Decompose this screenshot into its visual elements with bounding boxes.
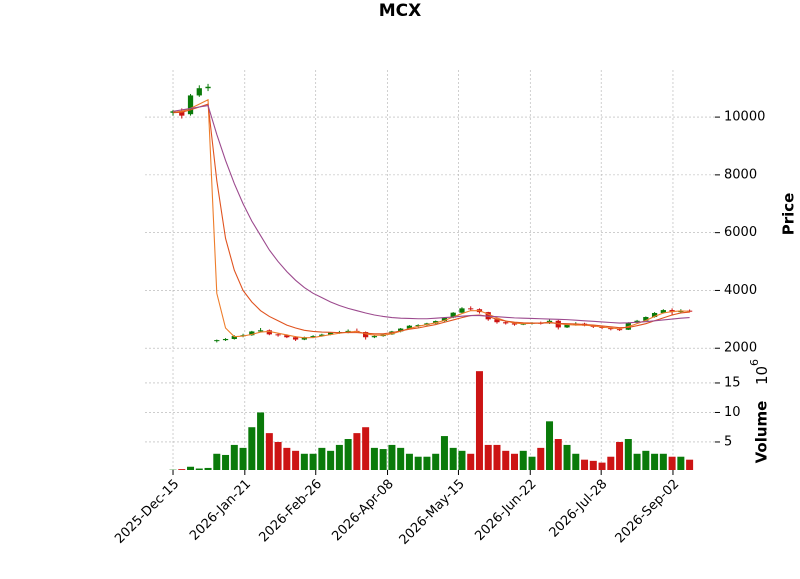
offset-exponent: 6	[748, 359, 761, 366]
volume-bar	[476, 371, 483, 470]
volume-bar	[423, 457, 430, 470]
y2-tick-label: 15	[724, 375, 741, 390]
volume-bar	[485, 445, 492, 470]
volume-bar	[634, 454, 641, 470]
volume-bar	[537, 448, 544, 470]
volume-bar	[213, 454, 220, 470]
volume-bar	[564, 445, 571, 470]
volume-bar	[371, 448, 378, 470]
volume-bar	[257, 412, 264, 470]
volume-bar	[590, 461, 597, 470]
volume-bar	[178, 469, 185, 470]
volume-bar	[345, 439, 352, 470]
candle-body	[293, 337, 298, 339]
y-tick-label: 6000	[724, 225, 757, 240]
volume-bar	[546, 421, 553, 470]
candle-body	[188, 95, 193, 114]
y-tick-label: 4000	[724, 283, 757, 298]
offset-base: 10	[753, 366, 771, 385]
volume-bar	[222, 455, 229, 470]
candle-body	[275, 334, 280, 335]
volume-bar	[642, 451, 649, 470]
y2-tick-label: 5	[724, 434, 732, 449]
volume-bar	[669, 457, 676, 470]
volume-bar	[529, 457, 536, 470]
volume-bar	[599, 463, 606, 470]
volume-bar	[406, 454, 413, 470]
x-tick-label: 2026-Jan-21	[187, 477, 254, 544]
y-tick-label: 10000	[724, 110, 765, 125]
volume-bar	[467, 454, 474, 470]
y2-tick-label: 10	[724, 405, 741, 420]
volume-bar	[677, 457, 684, 470]
volume-bar	[353, 433, 360, 470]
volume-bar	[432, 454, 439, 470]
volume-bar	[607, 457, 614, 470]
volume-bar	[231, 445, 238, 470]
volume-bar	[450, 448, 457, 470]
volume-bar	[275, 442, 282, 470]
volume-bar	[205, 468, 212, 470]
candle-body	[459, 308, 464, 312]
volume-bar	[493, 445, 500, 470]
y-tick-label: 2000	[724, 341, 757, 356]
volume-bar	[266, 433, 273, 470]
x-tick-label: 2026-Feb-26	[256, 477, 325, 546]
candle-body	[223, 339, 228, 340]
volume-bar	[581, 460, 588, 470]
volume-bar	[240, 448, 247, 470]
candle-body	[503, 322, 508, 323]
candle-body	[468, 308, 473, 309]
volume-bar	[318, 448, 325, 470]
volume-bar	[336, 445, 343, 470]
volume-bar	[660, 454, 667, 470]
volume-bar	[686, 460, 693, 470]
volume-bar	[292, 451, 299, 470]
volume-bar	[380, 449, 387, 470]
x-tick-label: 2026-Apr-08	[329, 477, 396, 544]
volume-bar	[502, 451, 509, 470]
volume-bar	[625, 439, 632, 470]
candle-body	[214, 340, 219, 341]
volume-bar	[511, 454, 518, 470]
volume-bar	[196, 469, 203, 470]
x-tick-label: 2025-Dec-15	[112, 477, 182, 547]
y2-axis-title: Volume	[753, 401, 771, 464]
y-tick-label: 8000	[724, 167, 757, 182]
y-axis-title: Price	[780, 193, 798, 236]
candle-body	[197, 88, 202, 95]
volume-bar	[555, 439, 562, 470]
volume-bar	[441, 436, 448, 470]
volume-bar	[520, 451, 527, 470]
volume-bar	[310, 454, 317, 470]
volume-bar	[388, 445, 395, 470]
volume-bar	[248, 427, 255, 470]
volume-bar	[283, 448, 290, 470]
volume-bar	[301, 454, 308, 470]
volume-bar	[651, 454, 658, 470]
candle-body	[372, 336, 377, 337]
volume-bar	[187, 467, 194, 470]
x-tick-label: 2026-Sep-02	[613, 477, 683, 547]
volume-bar	[458, 451, 465, 470]
volume-bar	[397, 448, 404, 470]
x-tick-label: 2026-Jun-22	[472, 477, 539, 544]
candle-body	[258, 330, 263, 331]
volume-bar	[327, 451, 334, 470]
volume-bar	[362, 427, 369, 470]
candle-body	[205, 87, 210, 88]
y2-offset: 106	[748, 359, 771, 385]
chart-title: MCX	[379, 1, 422, 21]
x-tick-label: 2026-May-15	[397, 477, 468, 548]
volume-bar	[616, 442, 623, 470]
volume-bar	[415, 457, 422, 470]
x-tick-label: 2026-Jul-28	[547, 477, 611, 541]
volume-bar	[572, 454, 579, 470]
